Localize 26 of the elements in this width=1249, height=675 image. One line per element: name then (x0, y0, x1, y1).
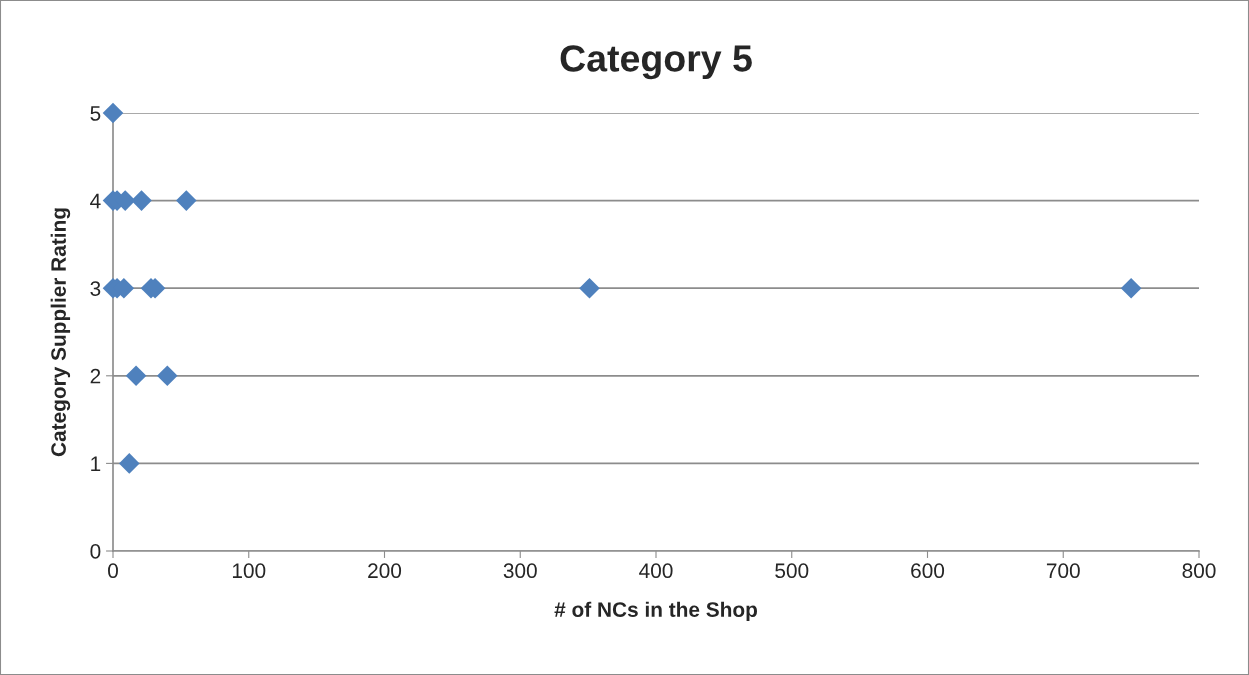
point (176, 190, 197, 211)
x-tick-label: 500 (775, 563, 809, 579)
x-tick-label: 200 (368, 563, 402, 579)
x-tick-label: 300 (503, 563, 537, 579)
y-tick-label: 1 (91, 456, 101, 471)
x-tick-label: 100 (232, 563, 266, 579)
point (579, 277, 600, 299)
y-tick-label: 5 (90, 106, 101, 121)
x-tick-label: 0 (108, 563, 118, 579)
point (1120, 277, 1142, 299)
point (118, 453, 140, 474)
point (102, 102, 124, 124)
x-tick-label: 600 (911, 563, 945, 579)
point (131, 190, 152, 211)
y-tick-label: 0 (90, 544, 101, 559)
point (125, 365, 147, 387)
x-tick-label: 400 (639, 563, 673, 579)
x-tick-label: 700 (1046, 563, 1080, 579)
chart-title: Category 5 (560, 45, 752, 80)
y-tick-label: 2 (90, 368, 101, 384)
point (157, 365, 178, 387)
y-tick-label: 4 (90, 193, 101, 209)
x-tick-label: 800 (1182, 563, 1216, 579)
x-axis-title: # of NCs in the Shop (554, 601, 758, 622)
y-tick-label: 3 (90, 281, 101, 296)
y-axis-title: Category Supplier Rating (50, 208, 71, 457)
